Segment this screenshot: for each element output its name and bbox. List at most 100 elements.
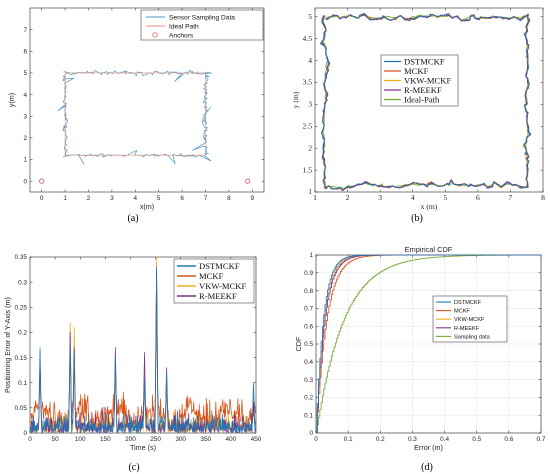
panel-b-chart: 1 2 3 4 5 6 7 8 1 1.5 2 2.5 3 3.5 4 4.5 5 x (m) y (m) DSTMC… bbox=[291, 7, 545, 211]
x-tick-label: 5 bbox=[443, 193, 447, 202]
x-tick-label: 7 bbox=[204, 195, 208, 202]
panel-d-legend: DSTMCKF MCKF VKW-MCKF R-MEEKF Sampling data bbox=[432, 295, 508, 343]
sensor-sampling-series bbox=[57, 69, 213, 165]
x-tick-label: 6 bbox=[476, 193, 480, 202]
legend-label: MCKF bbox=[199, 271, 224, 281]
y-tick-label: 2.5 bbox=[303, 121, 313, 130]
y-tick-label: 0.5 bbox=[304, 341, 313, 348]
x-tick-label: 0 bbox=[40, 195, 44, 202]
legend-label: MCKF bbox=[404, 66, 429, 76]
x-tick-label: 250 bbox=[150, 436, 161, 443]
x-tick-label: 0.1 bbox=[344, 436, 353, 443]
x-axis-label: Time (s) bbox=[130, 443, 156, 452]
axis-frame bbox=[314, 7, 544, 193]
x-tick-label: 0 bbox=[314, 436, 318, 443]
panel-b-caption: (b) bbox=[411, 213, 423, 224]
x-tick-label: 0.5 bbox=[472, 436, 481, 443]
y-tick-label: 0.3 bbox=[304, 377, 313, 384]
y-tick-label: 0.1 bbox=[18, 380, 27, 387]
axis-frame bbox=[29, 256, 257, 434]
x-tick-label: 8 bbox=[541, 193, 545, 202]
y-tick-label: 1 bbox=[309, 252, 313, 259]
panel-a-caption: (a) bbox=[127, 213, 138, 224]
y-tick-label: 4.5 bbox=[303, 34, 313, 43]
y-tick-label: 0.3 bbox=[18, 279, 27, 286]
x-tick-label: 0.6 bbox=[504, 436, 513, 443]
legend-label: DSTMCKF bbox=[454, 300, 482, 306]
y-tick-label: 5 bbox=[23, 70, 27, 77]
y-tick-label: 0.2 bbox=[18, 330, 27, 337]
y-tick-label: 1 bbox=[23, 157, 27, 164]
y-tick-label: 1.5 bbox=[303, 165, 313, 174]
y-tick-label: 3 bbox=[23, 113, 27, 120]
y-tick-label: 0.6 bbox=[304, 323, 313, 330]
trajectory-series bbox=[320, 12, 531, 192]
y-axis-label: y(m) bbox=[7, 93, 16, 107]
x-tick-label: 200 bbox=[125, 436, 136, 443]
x-tick-label: 4 bbox=[411, 193, 415, 202]
x-tick-label: 0.7 bbox=[537, 436, 546, 443]
legend-label: Ideal-Path bbox=[404, 94, 440, 104]
x-axis-label: x (m) bbox=[421, 202, 438, 211]
legend-frame bbox=[140, 9, 264, 41]
x-axis-label: x(m) bbox=[140, 202, 154, 211]
cdf-series bbox=[316, 254, 541, 434]
x-tick-label: 0.2 bbox=[376, 436, 385, 443]
y-tick-label: 6 bbox=[23, 48, 27, 55]
panel-d-caption: (d) bbox=[421, 462, 433, 473]
legend-label: VKW-MCKF bbox=[199, 281, 246, 291]
y-tick-label: 5 bbox=[308, 12, 312, 21]
legend-label: VKW-MCKF bbox=[404, 75, 451, 85]
y-tick-label: 0 bbox=[23, 430, 27, 437]
chart-title: Empirical CDF bbox=[405, 245, 453, 254]
x-tick-label: 450 bbox=[251, 436, 262, 443]
y-tick-label: 0.2 bbox=[304, 395, 313, 402]
legend-label: Ideal Path bbox=[169, 23, 199, 30]
legend-label: VKW-MCKF bbox=[454, 317, 485, 323]
ideal-path-series bbox=[64, 72, 206, 156]
panel-a-legend: Sensor Sampling Data Ideal Path Anchors bbox=[140, 9, 264, 41]
y-axis-label: CDF bbox=[294, 336, 303, 351]
x-tick-label: 3 bbox=[378, 193, 382, 202]
y-tick-label: 0.9 bbox=[304, 270, 313, 277]
legend-label: DSTMCKF bbox=[199, 261, 240, 271]
anchor-marker bbox=[245, 178, 251, 184]
y-tick-label: 0 bbox=[309, 430, 313, 437]
x-tick-label: 50 bbox=[52, 436, 60, 443]
x-tick-label: 1 bbox=[313, 193, 317, 202]
panel-c-chart: 0 50 100 150 200 250 300 350 400 450 0 0.05 0.1 0.15 0… bbox=[3, 254, 262, 452]
y-tick-label: 0.25 bbox=[15, 304, 28, 311]
panel-d-chart: 0 0.1 0.2 0.3 0.4 0.5 0.6 0.7 0 0.1 0.2 0.3 0.4 0.5 0.… bbox=[294, 245, 546, 452]
x-tick-label: 100 bbox=[75, 436, 86, 443]
legend-label: R-MEEKF bbox=[404, 85, 442, 95]
y-axis-label: y (m) bbox=[291, 91, 300, 108]
x-tick-label: 0.3 bbox=[408, 436, 417, 443]
legend-label: MCKF bbox=[454, 309, 470, 315]
y-tick-label: 0.1 bbox=[304, 412, 313, 419]
legend-label: Sampling data bbox=[454, 334, 491, 340]
x-tick-label: 1 bbox=[63, 195, 67, 202]
x-tick-label: 8 bbox=[227, 195, 231, 202]
x-tick-label: 350 bbox=[200, 436, 211, 443]
x-tick-label: 2 bbox=[346, 193, 350, 202]
x-tick-label: 5 bbox=[157, 195, 161, 202]
y-tick-label: 0.8 bbox=[304, 288, 313, 295]
y-tick-label: 0.7 bbox=[304, 306, 313, 313]
y-axis-label: Positioning Error of Y-Axis (m) bbox=[3, 297, 12, 393]
x-axis-label: Error (m) bbox=[414, 443, 443, 452]
legend-label: R-MEEKF bbox=[199, 291, 237, 301]
x-tick-label: 2 bbox=[87, 195, 91, 202]
x-tick-label: 6 bbox=[180, 195, 184, 202]
y-tick-label: 3.5 bbox=[303, 78, 313, 87]
x-tick-label: 150 bbox=[100, 436, 111, 443]
y-tick-label: 0.05 bbox=[15, 405, 28, 412]
legend-label: R-MEEKF bbox=[454, 326, 480, 332]
x-tick-label: 400 bbox=[226, 436, 237, 443]
x-tick-label: 3 bbox=[110, 195, 114, 202]
axis-frame bbox=[29, 7, 265, 193]
y-tick-label: 0.4 bbox=[304, 359, 313, 366]
panel-a-chart: 0 1 2 3 4 5 6 7 8 9 0 1 2 3 4 5 6 7 x(m) y(m) Sensor Samplin… bbox=[7, 7, 265, 211]
